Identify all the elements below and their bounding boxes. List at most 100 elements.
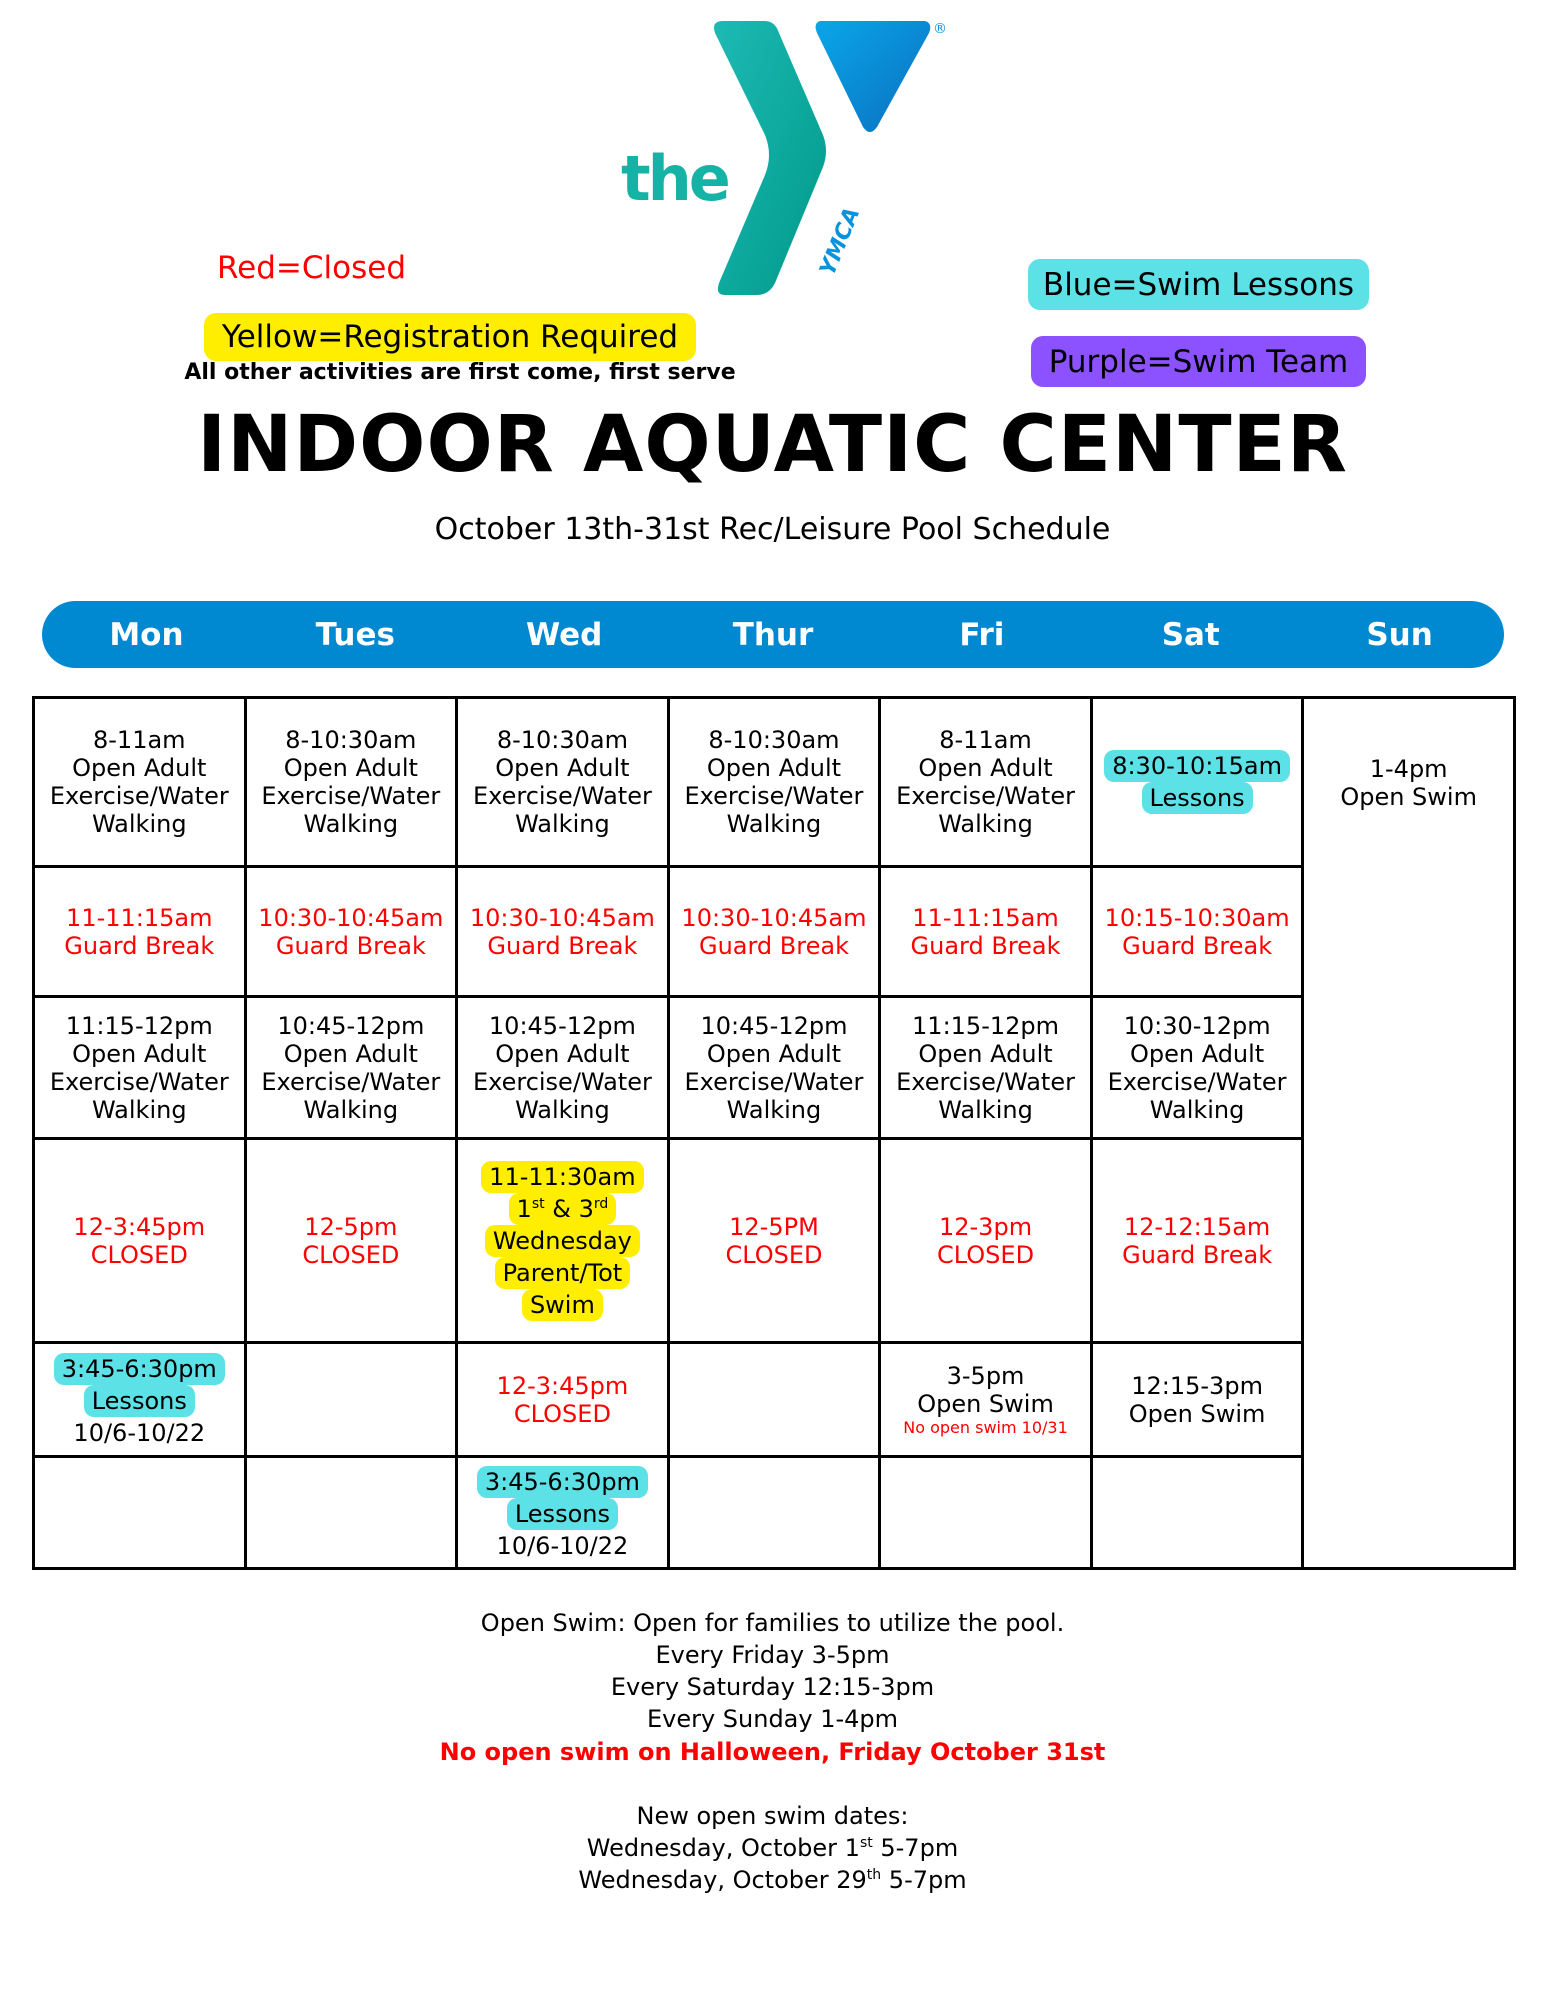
cell-line: Open Swim [1340, 782, 1477, 811]
cell-thur: 8-10:30am Open Adult Exercise/Water Walking [666, 696, 882, 868]
cell-line: Parent/Tot [494, 1256, 631, 1289]
legend-registration: Yellow=Registration Required [204, 313, 696, 361]
cell-fri: 3-5pm Open Swim No open swim 10/31 [878, 1341, 1093, 1458]
day-sat: Sat [1161, 616, 1220, 653]
cell-line: 10:45-12pm [277, 1011, 425, 1040]
cell-line: Walking [515, 1095, 610, 1124]
cell-mon: 11:15-12pm Open Adult Exercise/Water Walkin… [32, 995, 247, 1140]
schedule-row: 8-11am Open Adult Exercise/Water Walking 8-1… [32, 696, 1516, 868]
cell-mon: 8-11am Open Adult Exercise/Water Walking [32, 696, 247, 868]
cell-line: Walking [938, 810, 1033, 838]
cell-line: 12-5pm [304, 1212, 398, 1241]
cell-line: 8-10:30am [496, 726, 628, 754]
cell-line: Exercise/Water [472, 1067, 652, 1096]
cell-thur [666, 1455, 882, 1570]
cell-line: Walking [515, 810, 610, 838]
cell-mon: 11-11:15am Guard Break [32, 865, 247, 998]
cell-sat: 12:15-3pm Open Swim [1089, 1341, 1305, 1458]
cell-line: 10:30-12pm [1123, 1011, 1271, 1040]
cell-line: 1-4pm [1369, 754, 1448, 783]
cell-tues: 10:45-12pm Open Adult Exercise/Water Walkin… [243, 995, 459, 1140]
day-sun: Sun [1366, 616, 1433, 653]
footer-info: Open Swim: Open for families to utilize … [0, 1607, 1545, 1735]
legend-swim-team: Purple=Swim Team [1031, 336, 1366, 387]
cell-line: 3-5pm [946, 1361, 1025, 1390]
cell-line: 11-11:30am [481, 1160, 644, 1193]
cell-line: 8:30-10:15am [1104, 750, 1290, 782]
cell-line: Open Adult [706, 754, 842, 782]
svg-text:YMCA: YMCA [815, 204, 865, 279]
cell-line: 10:30-10:45am [681, 903, 867, 932]
cell-line: 11:15-12pm [65, 1011, 213, 1040]
cell-fri: 12-3pm CLOSED [878, 1137, 1093, 1344]
cell-line: 10:45-12pm [700, 1011, 848, 1040]
cell-note: No open swim 10/31 [903, 1417, 1068, 1437]
svg-text:®: ® [933, 21, 947, 37]
cell-line: Exercise/Water [261, 782, 441, 810]
cell-line: Walking [1149, 1095, 1245, 1124]
cell-line: Open Adult [72, 754, 207, 782]
schedule-row: 12-3:45pm CLOSED 12-5pm CLOSED 11-11:30am 1st… [32, 1137, 1515, 1344]
new-date-1: Wednesday, October 1st 5-7pm [586, 1834, 959, 1862]
legend-lessons: Blue=Swim Lessons [1028, 259, 1369, 310]
cell-line: 11-11:15am [66, 903, 213, 932]
page-title: INDOOR AQUATIC CENTER [197, 400, 1348, 490]
cell-tues: 10:30-10:45am Guard Break [243, 865, 459, 998]
cell-line: 11-11:15am [912, 903, 1059, 932]
cell-line: Open Adult [918, 754, 1053, 782]
cell-line: Open Adult [495, 1039, 630, 1068]
cell-wed: 3:45-6:30pm Lessons 10/6-10/22 [455, 1455, 670, 1570]
cell-line: Wednesday [484, 1224, 640, 1257]
cell-line: Open Swim [1128, 1399, 1266, 1428]
cell-tues: 12-5pm CLOSED [243, 1137, 459, 1344]
cell-line: Exercise/Water [1107, 1067, 1287, 1096]
cell-line: CLOSED [513, 1399, 611, 1428]
day-tues: Tues [315, 616, 395, 653]
cell-thur: 12-5PM CLOSED [666, 1137, 882, 1344]
cell-line: 12-3:45pm [496, 1371, 629, 1400]
cell-fri: 11:15-12pm Open Adult Exercise/Water Walkin… [878, 995, 1093, 1140]
new-dates-heading: New open swim dates: [636, 1802, 909, 1830]
cell-wed: 8-10:30am Open Adult Exercise/Water Walking [455, 696, 670, 868]
cell-line: CLOSED [725, 1240, 823, 1269]
cell-fri [878, 1455, 1093, 1570]
cell-sat: 8:30-10:15am Lessons [1089, 696, 1305, 868]
cell-line: 12-3:45pm [73, 1212, 206, 1241]
new-date-2: Wednesday, October 29th 5-7pm [578, 1866, 967, 1894]
page-subtitle: October 13th-31st Rec/Leisure Pool Sched… [434, 512, 1111, 547]
cell-line: 12-5PM [729, 1212, 819, 1241]
day-header-bar: Mon Tues Wed Thur Fri Sat Sun [42, 601, 1504, 668]
cell-line: Guard Break [64, 931, 215, 960]
cell-line: Lessons [506, 1497, 618, 1530]
svg-text:the: the [621, 142, 729, 215]
cell-wed: 12-3:45pm CLOSED [455, 1341, 670, 1458]
cell-fri: 11-11:15am Guard Break [878, 865, 1093, 998]
cell-line: Exercise/Water [49, 1067, 229, 1096]
cell-line: 10:30-10:45am [258, 903, 444, 932]
cell-line: Guard Break [1122, 1240, 1273, 1269]
cell-line: Walking [726, 1095, 822, 1124]
cell-wed: 11-11:30am 1st & 3rd Wednesday Parent/Tot Sw… [455, 1137, 670, 1344]
cell-thur: 10:45-12pm Open Adult Exercise/Water Walkin… [666, 995, 882, 1140]
cell-line: 10:30-10:45am [469, 903, 655, 932]
cell-line: 3:45-6:30pm [53, 1352, 225, 1385]
cell-fri: 8-11am Open Adult Exercise/Water Walking [878, 696, 1093, 868]
cell-line: 3:45-6:30pm [476, 1465, 648, 1498]
legend-closed: Red=Closed [217, 250, 406, 286]
cell-line: Walking [91, 810, 187, 838]
cell-line: Exercise/Water [684, 782, 864, 810]
date-range: 10/6-10/22 [73, 1418, 206, 1447]
cell-thur: 10:30-10:45am Guard Break [666, 865, 882, 998]
cell-line: CLOSED [90, 1240, 188, 1269]
cell-sat: 10:30-12pm Open Adult Exercise/Water Walkin… [1089, 995, 1305, 1140]
cell-line: 8-11am [939, 726, 1032, 754]
cell-line: Walking [726, 810, 822, 838]
cell-line: 12-3pm [938, 1212, 1033, 1241]
cell-line: Exercise/Water [684, 1067, 864, 1096]
cell-line: Open Adult [706, 1039, 842, 1068]
cell-line: Guard Break [1122, 931, 1273, 960]
cell-line: Open Adult [1129, 1039, 1265, 1068]
cell-sat: 10:15-10:30am Guard Break [1089, 865, 1305, 998]
cell-line: CLOSED [937, 1240, 1035, 1269]
cell-line: Swim [521, 1288, 603, 1321]
